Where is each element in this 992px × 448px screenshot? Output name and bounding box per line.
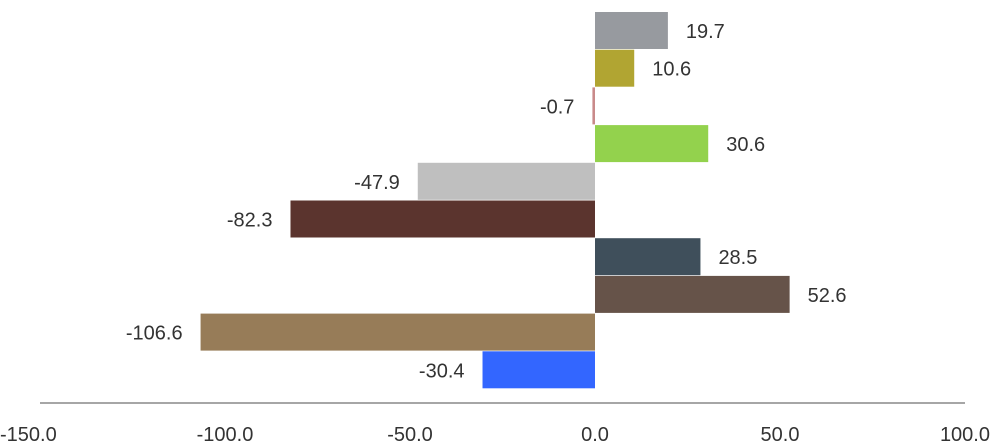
bar-value-label: 10.6 bbox=[652, 59, 691, 81]
x-tick-label: -150.0 bbox=[0, 424, 57, 446]
bar bbox=[200, 313, 595, 351]
bar-value-label: -106.6 bbox=[126, 323, 183, 345]
bar-value-label: 28.5 bbox=[718, 247, 757, 269]
x-tick-label: -50.0 bbox=[387, 424, 433, 446]
bar bbox=[592, 87, 595, 125]
bar bbox=[595, 12, 668, 49]
value-labels-group: 19.7 10.6 -0.7 30.6 -47.9 -82.3 28.5 52.6 -106.6… bbox=[126, 21, 847, 382]
bar bbox=[482, 351, 595, 389]
bar-value-label: -30.4 bbox=[419, 360, 465, 382]
bar-value-label: 19.7 bbox=[686, 21, 725, 43]
bar bbox=[595, 275, 790, 313]
bar-value-label: -47.9 bbox=[354, 172, 400, 194]
bar-value-label: -82.3 bbox=[227, 210, 273, 232]
x-tick-label: -100.0 bbox=[197, 424, 254, 446]
bar bbox=[417, 162, 595, 200]
x-tick-label: 100.0 bbox=[940, 424, 990, 446]
bar bbox=[595, 238, 701, 276]
bar-value-label: 52.6 bbox=[808, 285, 847, 307]
bars-group bbox=[200, 12, 790, 389]
bar-value-label: -0.7 bbox=[540, 96, 574, 118]
bar-value-label: 30.6 bbox=[726, 134, 765, 156]
x-tick-labels-group: -150.0 -100.0 -50.0 0.0 50.0 100.0 bbox=[0, 424, 990, 446]
x-tick-label: 50.0 bbox=[761, 424, 800, 446]
x-tick-label: 0.0 bbox=[581, 424, 609, 446]
bar bbox=[290, 200, 595, 238]
bar bbox=[595, 49, 635, 87]
bar bbox=[595, 125, 709, 163]
